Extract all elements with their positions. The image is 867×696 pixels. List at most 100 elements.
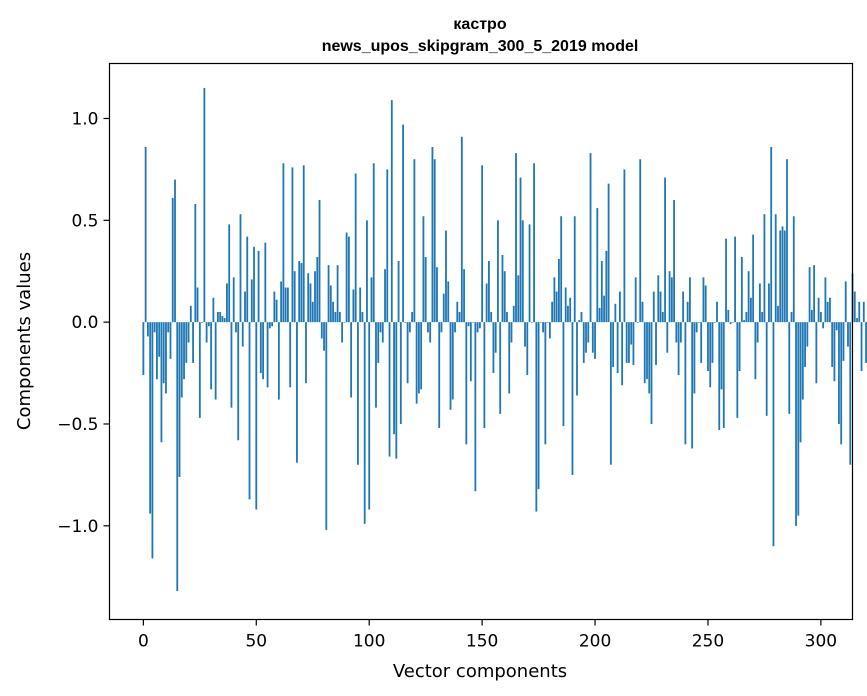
bar-228 bbox=[657, 275, 660, 323]
bar-186 bbox=[562, 322, 565, 427]
bar-67 bbox=[293, 271, 296, 323]
bar-123 bbox=[420, 322, 423, 390]
bar-295 bbox=[808, 267, 811, 323]
bar-307 bbox=[835, 322, 838, 331]
bar-202 bbox=[598, 307, 601, 323]
bar-33 bbox=[217, 311, 219, 323]
bar-231 bbox=[664, 177, 666, 323]
bar-107 bbox=[384, 269, 386, 323]
bar-272 bbox=[756, 322, 759, 343]
bar-320 bbox=[865, 322, 867, 363]
bar-147 bbox=[474, 322, 477, 492]
bar-89 bbox=[343, 322, 346, 323]
bar-128 bbox=[431, 147, 434, 323]
bar-144 bbox=[467, 322, 470, 327]
bar-253 bbox=[713, 322, 716, 323]
bar-273 bbox=[759, 283, 761, 323]
bar-190 bbox=[571, 322, 574, 475]
bar-164 bbox=[512, 305, 515, 323]
bar-267 bbox=[745, 311, 748, 323]
bar-239 bbox=[682, 291, 685, 323]
bar-19 bbox=[185, 322, 188, 363]
bar-259 bbox=[727, 309, 730, 323]
bar-88 bbox=[341, 322, 344, 343]
bar-136 bbox=[449, 322, 452, 410]
bar-124 bbox=[422, 216, 425, 323]
bar-130 bbox=[436, 267, 438, 323]
bar-133 bbox=[442, 293, 445, 323]
bar-129 bbox=[433, 159, 436, 323]
bar-149 bbox=[478, 322, 481, 329]
bar-301 bbox=[822, 322, 825, 329]
bar-14 bbox=[174, 179, 176, 323]
bar-71 bbox=[302, 165, 305, 323]
bar-170 bbox=[526, 322, 529, 376]
bar-198 bbox=[589, 153, 592, 323]
bar-26 bbox=[201, 322, 203, 323]
bar-222 bbox=[643, 322, 646, 384]
chart-title: кастро bbox=[453, 16, 506, 33]
bar-257 bbox=[722, 322, 725, 429]
bar-306 bbox=[833, 322, 836, 382]
bars-group bbox=[142, 87, 867, 591]
bar-91 bbox=[347, 236, 350, 323]
bar-103 bbox=[375, 322, 377, 408]
bar-213 bbox=[623, 169, 626, 323]
bar-121 bbox=[415, 322, 418, 404]
bar-18 bbox=[183, 322, 185, 380]
bar-309 bbox=[840, 322, 843, 445]
bar-32 bbox=[214, 322, 217, 400]
bar-17 bbox=[180, 322, 183, 398]
bar-227 bbox=[655, 322, 657, 365]
bar-169 bbox=[524, 322, 526, 347]
bar-92 bbox=[350, 322, 353, 398]
bar-126 bbox=[427, 322, 429, 333]
bar-201 bbox=[596, 208, 599, 323]
x-tick-label: 50 bbox=[245, 632, 267, 652]
bar-54 bbox=[264, 242, 267, 323]
bar-162 bbox=[508, 322, 511, 394]
bar-261 bbox=[731, 322, 734, 323]
bar-243 bbox=[691, 322, 694, 449]
bar-2 bbox=[146, 322, 149, 337]
bar-246 bbox=[698, 322, 700, 323]
bar-230 bbox=[661, 311, 664, 323]
bar-255 bbox=[718, 322, 721, 431]
bar-80 bbox=[323, 322, 325, 351]
y-axis-label: Components values bbox=[14, 252, 35, 430]
bar-254 bbox=[716, 301, 718, 323]
y-tick-label: 0.0 bbox=[71, 313, 98, 333]
bar-280 bbox=[774, 214, 777, 323]
bar-195 bbox=[582, 322, 585, 363]
bar-276 bbox=[765, 322, 768, 416]
bar-105 bbox=[379, 322, 382, 333]
bar-236 bbox=[675, 322, 678, 343]
bar-120 bbox=[413, 159, 416, 323]
bar-219 bbox=[637, 322, 639, 323]
bar-96 bbox=[359, 287, 362, 323]
bar-79 bbox=[320, 322, 323, 339]
bar-279 bbox=[772, 322, 775, 547]
bar-140 bbox=[458, 311, 461, 323]
bar-242 bbox=[688, 277, 691, 323]
bar-209 bbox=[614, 303, 617, 323]
bar-305 bbox=[831, 322, 834, 367]
bar-125 bbox=[424, 256, 427, 323]
bar-41 bbox=[235, 322, 237, 333]
bar-36 bbox=[223, 318, 226, 323]
bar-180 bbox=[548, 322, 551, 339]
bar-62 bbox=[282, 163, 285, 323]
bar-7 bbox=[158, 322, 161, 357]
bar-42 bbox=[237, 322, 240, 441]
bar-197 bbox=[587, 322, 590, 343]
bar-23 bbox=[194, 204, 197, 323]
bar-132 bbox=[440, 322, 443, 333]
bar-191 bbox=[573, 216, 576, 323]
bar-210 bbox=[616, 322, 619, 374]
bar-138 bbox=[454, 322, 456, 333]
bar-183 bbox=[555, 291, 558, 323]
bar-74 bbox=[309, 283, 312, 323]
bar-233 bbox=[668, 271, 671, 323]
bar-12 bbox=[169, 322, 172, 359]
bar-77 bbox=[316, 256, 319, 323]
